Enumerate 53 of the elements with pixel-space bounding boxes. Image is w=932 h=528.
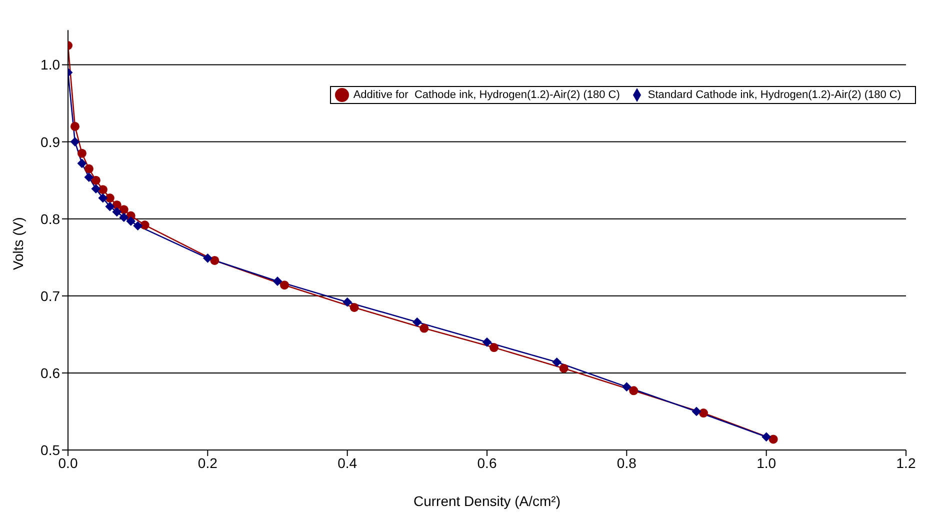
point — [552, 358, 562, 367]
y-tick-label: 0.8 — [40, 210, 60, 227]
point — [273, 276, 282, 286]
x-tick-label: 0.0 — [58, 454, 78, 471]
y-tick-label: 0.9 — [40, 134, 60, 150]
point — [280, 280, 289, 290]
point — [119, 205, 128, 214]
point — [762, 432, 771, 442]
y-tick-label: 1.0 — [40, 56, 60, 73]
point — [112, 207, 122, 216]
point — [350, 302, 359, 312]
point — [133, 221, 142, 230]
point — [91, 176, 100, 185]
point — [105, 194, 114, 203]
x-tick-label: 0.6 — [477, 454, 497, 471]
point — [105, 202, 114, 212]
x-tick-label: 0.4 — [338, 454, 358, 471]
point — [489, 343, 498, 352]
legend-label: Standard Cathode ink, Hydrogen(1.2)-Air(2) (180 C) — [648, 89, 901, 101]
point — [70, 122, 80, 131]
point — [420, 324, 429, 333]
point — [559, 364, 568, 373]
legend-label: Additive for Cathode ink, Hydrogen(1.2)-Air(2) (180 C) — [353, 89, 620, 101]
point — [84, 164, 94, 174]
x-axis-title: Current Density (A/cm²) — [413, 493, 561, 509]
point — [70, 137, 80, 146]
point — [84, 172, 94, 182]
point — [140, 220, 150, 230]
point — [629, 386, 638, 396]
point — [342, 298, 352, 307]
point — [77, 158, 86, 168]
point — [77, 148, 86, 158]
point — [482, 338, 492, 347]
x-tick-label: 0.2 — [198, 454, 218, 471]
point — [98, 194, 108, 203]
y-axis-title: Volts (V) — [10, 217, 26, 270]
point — [768, 434, 778, 444]
point — [412, 318, 422, 327]
point — [622, 382, 632, 392]
x-tick-label: 1.0 — [756, 454, 776, 471]
x-tick-label: 0.8 — [616, 454, 637, 471]
y-tick-label: 0.6 — [40, 364, 60, 381]
point — [692, 406, 701, 416]
point — [203, 254, 212, 263]
point — [210, 256, 220, 265]
point — [698, 408, 708, 418]
x-tick-label: 1.2 — [896, 454, 916, 471]
point — [91, 184, 100, 194]
y-tick-label: 0.7 — [40, 288, 60, 304]
y-tick-label: 0.5 — [40, 442, 60, 458]
point — [126, 216, 136, 226]
point — [119, 212, 128, 222]
point — [98, 185, 108, 194]
